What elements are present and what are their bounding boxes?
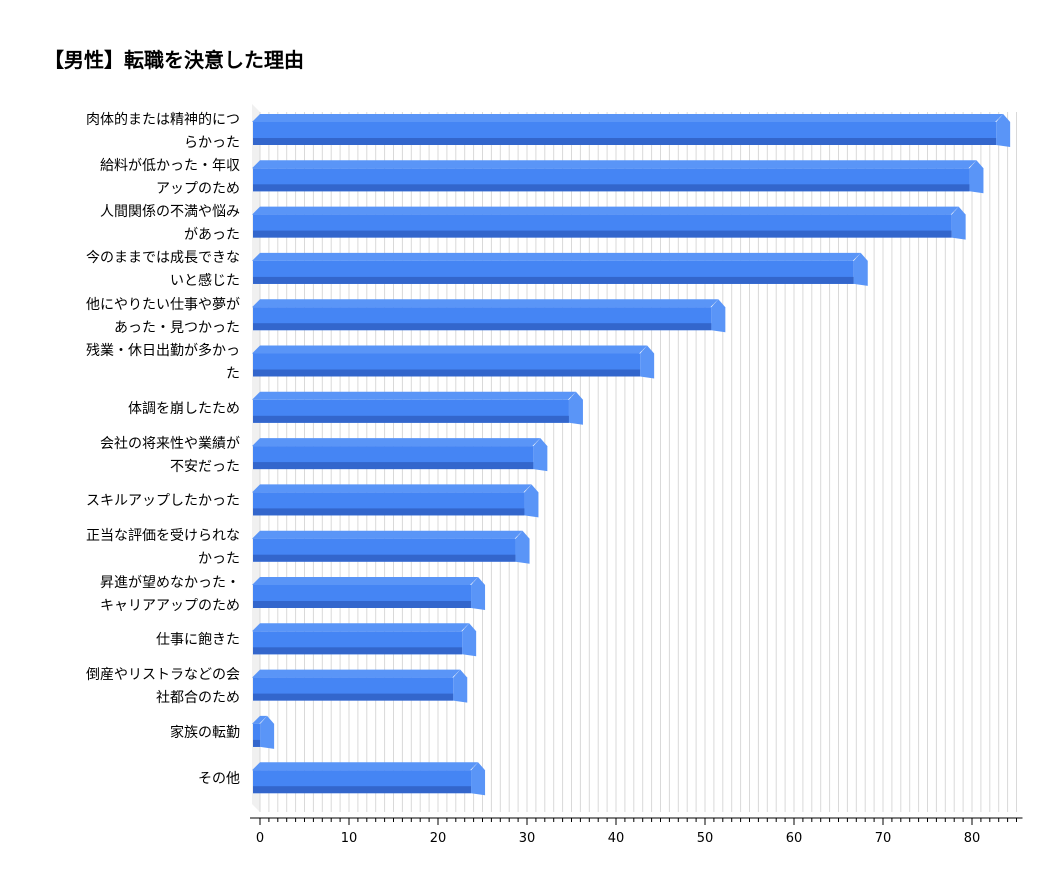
bar	[252, 345, 655, 379]
bar-top-face	[252, 715, 268, 724]
bar-top-face	[252, 252, 861, 261]
bar-side-face	[568, 391, 583, 425]
bar-side-face	[951, 206, 966, 240]
category-label: 仕事に飽きた	[156, 632, 240, 649]
bar	[252, 715, 275, 749]
bar-front-face	[253, 723, 261, 747]
bar-top-face	[252, 160, 977, 169]
bar-top-face	[252, 484, 532, 493]
bar-top-face	[252, 669, 461, 678]
bar-bottom-shade	[253, 508, 525, 516]
bar-bottom-shade	[253, 739, 261, 747]
x-tick-label: 20	[430, 831, 447, 846]
bar-top-face	[252, 438, 541, 447]
bar-bottom-shade	[253, 323, 712, 331]
bar-side-face	[453, 669, 468, 703]
bar-top-face	[252, 623, 470, 632]
x-tick-label: 0	[256, 831, 264, 846]
category-label: 正当な評価を受けられな かった	[86, 528, 240, 568]
bar-top-face	[252, 206, 959, 215]
bar-side-face	[996, 114, 1011, 147]
bar-side-face	[471, 577, 486, 610]
bar	[252, 114, 1011, 147]
bar	[252, 252, 868, 286]
bar	[252, 299, 726, 333]
bar-bottom-shade	[253, 415, 569, 423]
x-tick-label: 70	[875, 831, 892, 846]
bar	[252, 484, 539, 518]
category-label: 肉体的または精神的につ らかった	[86, 111, 240, 151]
x-tick-label: 30	[519, 831, 536, 846]
bar	[252, 206, 966, 240]
bar-top-face	[252, 577, 479, 585]
bar-bottom-shade	[253, 647, 463, 655]
chart-title: 【男性】転職を決意した理由	[44, 48, 304, 72]
bar-top-face	[252, 299, 719, 308]
bar-top-face	[252, 345, 648, 354]
category-label: 会社の将来性や業績が 不安だった	[100, 435, 240, 475]
bar-side-face	[533, 438, 548, 472]
bar-bottom-shade	[253, 230, 952, 238]
bar	[252, 438, 548, 472]
bar-bottom-shade	[253, 554, 516, 562]
category-label: 昇進が望めなかった・ キャリアアップのため	[100, 574, 240, 614]
category-label: 残業・休日出勤が多かっ た	[86, 343, 240, 382]
category-label: 体調を崩したため	[128, 400, 240, 417]
bar-bottom-shade	[253, 276, 854, 284]
bar	[252, 577, 486, 610]
bar-top-face	[252, 762, 479, 771]
category-label: 倒産やリストラなどの会 社都合のため	[86, 667, 240, 707]
x-axis-minor-ticks	[259, 818, 1017, 822]
category-label: スキルアップしたかった	[86, 493, 240, 510]
category-label: 家族の転勤	[170, 724, 240, 741]
bar-side-face	[853, 252, 868, 286]
bar-side-face	[462, 623, 477, 657]
category-label: 今のままでは成長できな いと感じた	[86, 250, 240, 290]
bar-side-face	[260, 715, 275, 749]
bar-bottom-shade	[253, 369, 641, 377]
bar	[252, 530, 530, 564]
category-label: 人間関係の不満や悩み があった	[100, 204, 240, 244]
bar-side-face	[711, 299, 726, 333]
bar-top-face	[252, 530, 523, 539]
bar-bottom-shade	[253, 138, 997, 145]
x-tick-label: 50	[697, 831, 714, 846]
bar-bottom-shade	[253, 184, 970, 192]
x-tick-label: 60	[786, 831, 803, 846]
bar-bottom-shade	[253, 462, 534, 470]
bar	[252, 160, 984, 194]
category-label: 他にやりたい仕事や夢が あった・見つかった	[86, 296, 240, 336]
x-tick-label: 40	[608, 831, 625, 846]
category-label: 給料が低かった・年収 アップのため	[100, 157, 240, 197]
category-label: その他	[198, 771, 240, 788]
bar-top-face	[252, 114, 1004, 122]
bar-bottom-shade	[253, 693, 454, 701]
bar-side-face	[524, 484, 539, 518]
bar-side-face	[640, 345, 655, 379]
bar-bottom-shade	[253, 601, 472, 608]
bar-top-face	[252, 391, 576, 400]
bar-bottom-shade	[253, 786, 472, 794]
bar	[252, 623, 477, 657]
bar	[252, 762, 486, 796]
x-tick-label: 10	[341, 831, 358, 846]
x-tick-label: 80	[964, 831, 981, 846]
bar	[252, 391, 583, 425]
bar-side-face	[515, 530, 530, 564]
bar-side-face	[471, 762, 486, 796]
bar-side-face	[969, 160, 984, 194]
bar	[252, 669, 468, 703]
